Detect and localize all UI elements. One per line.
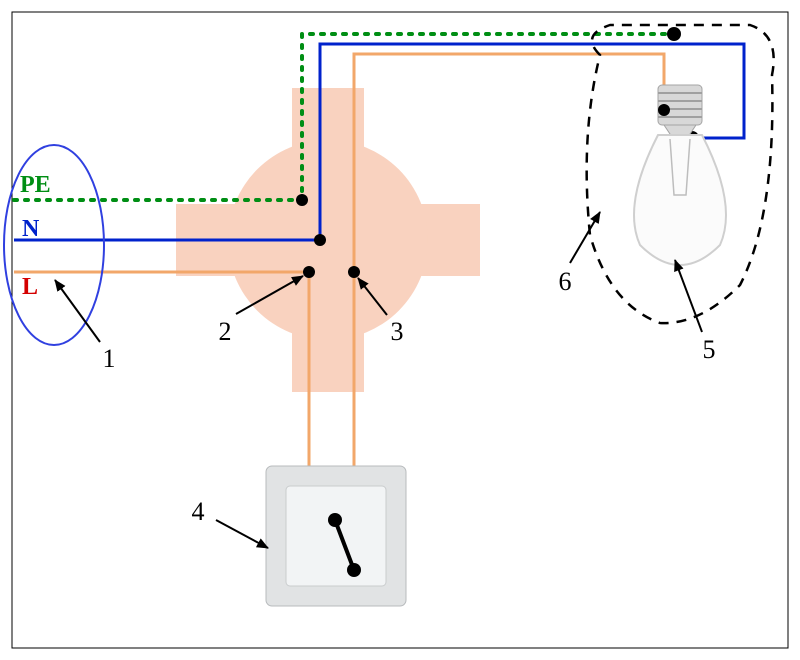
callout-number: 4 [192, 497, 205, 526]
label-pe: PE [20, 172, 51, 198]
callout-number: 2 [219, 317, 232, 346]
light-switch [266, 466, 406, 606]
callout-number: 3 [391, 317, 404, 346]
label-n: N [22, 216, 40, 242]
label-l: L [22, 274, 38, 300]
callout-number: 1 [103, 344, 116, 373]
callout-number: 6 [559, 267, 572, 296]
callout-number: 5 [703, 335, 716, 364]
bulb-icon [634, 135, 726, 265]
